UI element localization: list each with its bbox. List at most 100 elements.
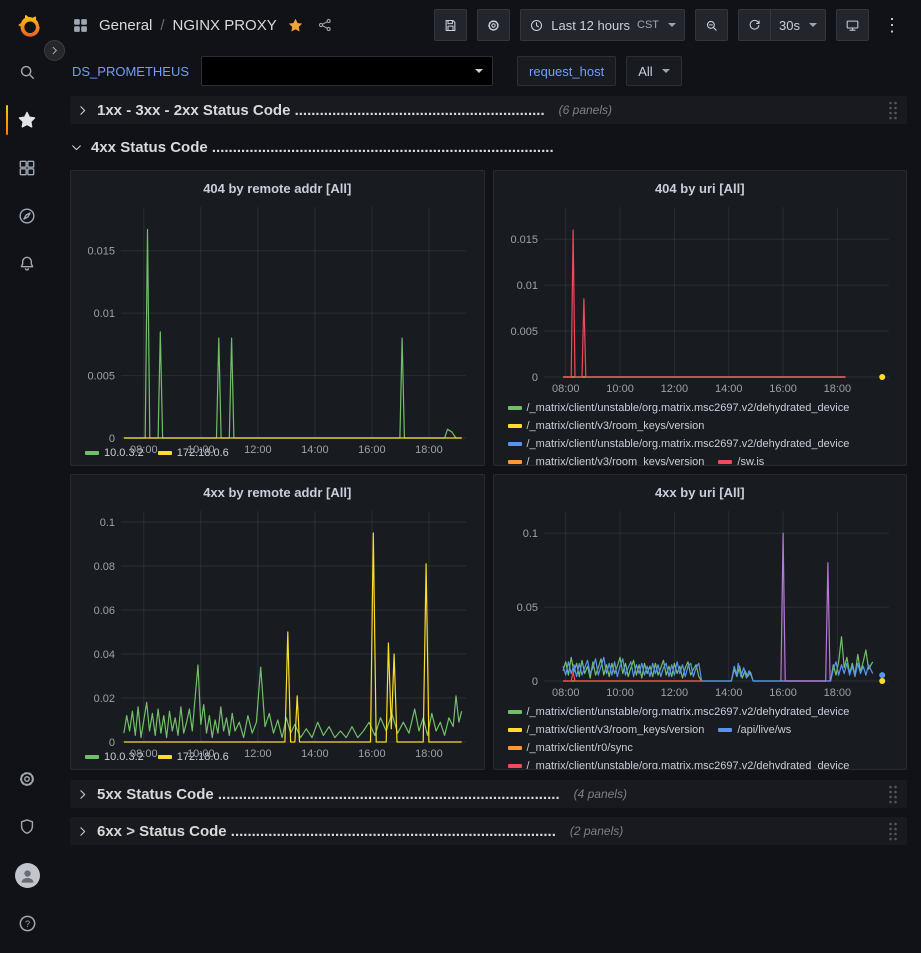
svg-text:0: 0 (109, 737, 115, 749)
legend-label: /sw.js (737, 456, 765, 466)
legend-item[interactable]: 10.0.3.2 (85, 749, 144, 765)
legend-label: 172.18.0.6 (176, 447, 229, 459)
svg-text:18:00: 18:00 (823, 687, 851, 699)
help-nav-item[interactable]: ? (5, 903, 49, 943)
svg-text:16:00: 16:00 (358, 748, 386, 760)
kebab-menu-icon[interactable]: ⋮ (879, 16, 905, 34)
svg-text:0.005: 0.005 (510, 326, 538, 338)
legend-item[interactable]: /_matrix/client/unstable/org.matrix.msc2… (507, 436, 849, 452)
chart-canvas[interactable]: 08:00 10:00 12:00 14:00 16:00 18:00 0 0.02 0.04 0… (81, 505, 474, 762)
svg-text:16:00: 16:00 (769, 687, 797, 699)
share-icon[interactable] (317, 17, 333, 33)
panel-grid: 404 by remote addr [All] 08:00 10:00 12:00… (70, 170, 907, 770)
legend-label: 10.0.3.2 (104, 447, 144, 459)
favorite-star-icon[interactable] (287, 17, 304, 34)
panel-title[interactable]: 4xx by uri [All] (654, 485, 745, 500)
svg-text:08:00: 08:00 (551, 687, 579, 699)
breadcrumb-folder[interactable]: General (99, 16, 153, 34)
legend-swatch-icon (718, 728, 733, 732)
legend-item[interactable]: /_matrix/client/unstable/org.matrix.msc2… (507, 758, 849, 769)
svg-text:10:00: 10:00 (187, 748, 215, 760)
chevron-right-icon (76, 825, 89, 838)
main-area: General / NGINX PROXY La (54, 0, 921, 953)
dashboard-settings-button[interactable] (477, 9, 511, 41)
breadcrumb-separator: / (160, 16, 165, 34)
dashboard-scroll-area[interactable]: 1xx - 3xx - 2xx Status Code ............… (54, 92, 921, 953)
svg-text:16:00: 16:00 (769, 383, 797, 395)
svg-text:0.005: 0.005 (87, 371, 115, 383)
legend-item[interactable]: 10.0.3.2 (85, 445, 144, 461)
chevron-right-icon (52, 46, 57, 55)
svg-text:12:00: 12:00 (244, 748, 272, 760)
legend-item[interactable]: /_matrix/client/v3/room_keys/version (507, 722, 704, 738)
chevron-down-icon (809, 23, 817, 27)
active-indicator (6, 105, 8, 135)
refresh-icon (749, 19, 760, 30)
save-dashboard-button[interactable] (434, 9, 468, 41)
legend-swatch-icon (507, 442, 522, 446)
sidebar-expand-button[interactable] (44, 40, 65, 61)
chart-404-by-uri[interactable]: 08:00 10:00 12:00 14:00 16:00 18:00 0 0.005 0.01… (504, 201, 897, 397)
svg-text:12:00: 12:00 (660, 383, 688, 395)
legend-item[interactable]: 172.18.0.6 (157, 445, 229, 461)
starred-nav-item[interactable] (5, 100, 49, 140)
zoom-out-button[interactable] (695, 9, 729, 41)
chart-canvas[interactable]: 08:00 10:00 12:00 14:00 16:00 18:00 0 0.05 0.1 (504, 505, 897, 701)
row-5xx[interactable]: 5xx Status Code ........................… (70, 780, 907, 808)
legend-item[interactable]: /sw.js (718, 454, 765, 466)
refresh-interval-picker[interactable]: 30s (771, 9, 826, 41)
panel-4xx-by-uri: 4xx by uri [All] 08:00 10:00 12:00 14:00 16:… (492, 474, 907, 770)
tv-mode-button[interactable] (836, 9, 869, 41)
chart-404-by-remote-addr[interactable]: 08:00 10:00 12:00 14:00 16:00 18:00 0 0.005 0.01… (81, 201, 474, 456)
explore-nav-item[interactable] (5, 196, 49, 236)
legend-item[interactable]: /api/live/ws (718, 722, 791, 738)
legend-item[interactable]: /_matrix/client/unstable/org.matrix.msc2… (507, 400, 849, 416)
panel-title[interactable]: 404 by remote addr [All] (203, 181, 352, 196)
grafana-logo[interactable] (6, 6, 48, 48)
search-nav-item[interactable] (5, 52, 49, 92)
legend-label: /api/live/ws (737, 724, 792, 736)
chart-4xx-by-uri[interactable]: 08:00 10:00 12:00 14:00 16:00 18:00 0 0.05 0.1 (504, 505, 897, 701)
breadcrumb-dashboard-title[interactable]: NGINX PROXY (172, 16, 277, 34)
chart-canvas[interactable]: 08:00 10:00 12:00 14:00 16:00 18:00 0 0.005 0.01… (81, 201, 474, 458)
panel-title[interactable]: 404 by uri [All] (654, 181, 745, 196)
svg-text:0.01: 0.01 (516, 280, 537, 292)
chart-4xx-by-remote-addr[interactable]: 08:00 10:00 12:00 14:00 16:00 18:00 0 0.02 0.04 0… (81, 505, 474, 760)
svg-text:0.015: 0.015 (87, 246, 115, 258)
chevron-down-icon (661, 69, 670, 73)
legend-swatch-icon (507, 406, 522, 410)
svg-text:08:00: 08:00 (130, 444, 158, 456)
legend-item[interactable]: /_matrix/client/r0/sync (507, 740, 633, 756)
variable-ds-select[interactable] (201, 56, 494, 86)
legend-item[interactable]: /_matrix/client/v3/room_keys/version (507, 418, 704, 434)
row-panel-count: (6 panels) (558, 103, 613, 117)
refresh-button[interactable] (738, 9, 772, 41)
dashboards-nav-item[interactable] (5, 148, 49, 188)
profile-nav-item[interactable] (5, 855, 49, 895)
variable-host-select[interactable]: All (626, 56, 682, 86)
row-drag-handle-icon[interactable] (885, 782, 901, 806)
alerting-nav-item[interactable] (5, 244, 49, 284)
legend-item[interactable]: /_matrix/client/v3/room_keys/version (507, 454, 704, 465)
svg-text:10:00: 10:00 (606, 687, 634, 699)
row-drag-handle-icon[interactable] (885, 98, 901, 122)
legend-swatch-icon (85, 451, 99, 455)
variable-ds-label[interactable]: DS_PROMETHEUS (72, 63, 190, 79)
time-range-picker[interactable]: Last 12 hours CST (520, 9, 686, 41)
row-drag-handle-icon[interactable] (885, 819, 901, 843)
gear-icon (488, 19, 499, 31)
variable-host-label[interactable]: request_host (517, 56, 617, 86)
help-icon: ? (19, 915, 35, 931)
svg-text:0.04: 0.04 (94, 649, 115, 661)
legend-item[interactable]: /_matrix/client/unstable/org.matrix.msc2… (507, 704, 849, 720)
row-1xx-3xx-2xx[interactable]: 1xx - 3xx - 2xx Status Code ............… (70, 96, 907, 124)
panel-title[interactable]: 4xx by remote addr [All] (203, 485, 352, 500)
legend-item[interactable]: 172.18.0.6 (157, 749, 229, 765)
refresh-group: 30s (738, 9, 826, 41)
row-6xx[interactable]: 6xx > Status Code ......................… (70, 817, 907, 845)
chart-canvas[interactable]: 08:00 10:00 12:00 14:00 16:00 18:00 0 0.005 0.01… (504, 201, 897, 397)
row-4xx[interactable]: 4xx Status Code ........................… (70, 133, 907, 161)
legend-label: /_matrix/client/r0/sync (526, 742, 633, 754)
server-admin-nav-item[interactable] (5, 807, 49, 847)
configuration-nav-item[interactable] (5, 759, 49, 799)
